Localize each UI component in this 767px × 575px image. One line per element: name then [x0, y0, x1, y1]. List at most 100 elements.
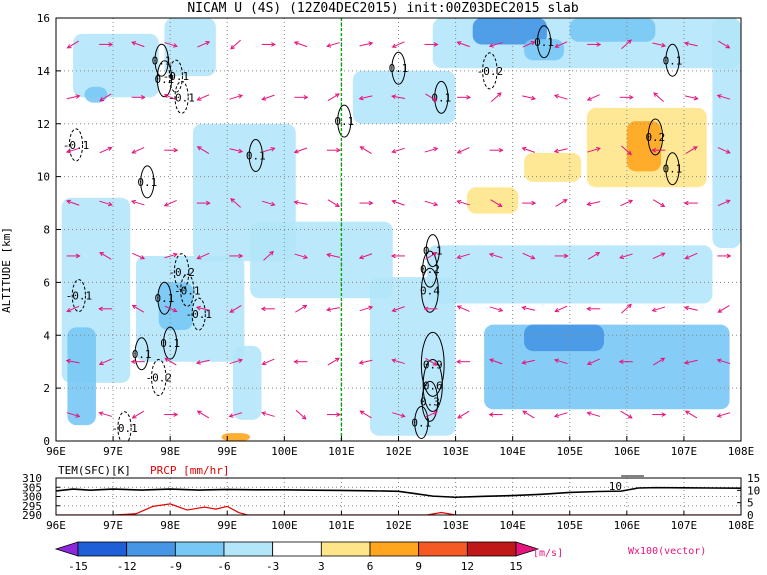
- w-contour-line: [665, 152, 680, 186]
- wind-vector-head: [368, 200, 374, 206]
- wind-vector-head: [302, 304, 308, 310]
- w-contour-line: [151, 359, 167, 397]
- wind-vector: [717, 147, 731, 154]
- wind-vector-head: [627, 414, 633, 419]
- wind-vector-head: [596, 42, 602, 47]
- w-contour-label: 0.2: [420, 263, 440, 276]
- wind-vector: [490, 199, 502, 207]
- u-shade-region: [221, 433, 251, 441]
- wind-vector-head: [75, 413, 81, 418]
- wind-vector: [230, 198, 241, 208]
- w-contour-label: 0.1: [431, 91, 451, 104]
- wind-vector-head: [553, 94, 559, 99]
- wind-vector-head: [456, 199, 462, 205]
- w-contour-line: [174, 80, 189, 114]
- precip-axis-label: PRCP [mm/hr]: [150, 464, 229, 477]
- wind-vector: [66, 95, 80, 100]
- wind-vector-head: [433, 201, 439, 207]
- x-tick-label: 96E: [46, 445, 66, 458]
- wind-vector: [229, 148, 243, 153]
- wind-vectors: [65, 39, 732, 420]
- wind-vector-head: [303, 94, 309, 100]
- wind-vector: [66, 412, 80, 417]
- wind-vector-head: [334, 202, 340, 207]
- wind-vector-head: [725, 149, 731, 154]
- wind-vector: [197, 94, 210, 101]
- w-contour-line: [71, 279, 86, 313]
- colorbar-label: -12: [117, 560, 137, 573]
- w-contour-label: 0.1: [160, 337, 180, 350]
- wind-vector: [684, 95, 698, 100]
- wind-vector-head: [661, 42, 667, 48]
- colorbar-boxes: [54, 541, 540, 557]
- wind-vector-head: [75, 253, 81, 259]
- wind-vector-head: [496, 92, 502, 97]
- wind-vector-head: [358, 95, 364, 101]
- wind-vector: [621, 145, 632, 155]
- u-shade-region: [626, 121, 662, 172]
- wind-vector-head: [293, 359, 299, 365]
- wind-vector-head: [400, 413, 406, 418]
- w-contour-label: -0.1: [168, 91, 195, 104]
- wind-vector-head: [692, 146, 698, 151]
- wind-vector-head: [725, 199, 731, 204]
- wind-vector-head: [270, 147, 276, 152]
- wind-vector: [262, 94, 275, 100]
- u-shade-region: [250, 221, 393, 299]
- wind-vector-head: [206, 200, 211, 206]
- surface-temp-line: [56, 486, 741, 499]
- wind-vector: [554, 148, 568, 153]
- w-contour-line: [536, 25, 552, 59]
- wind-vector-head: [108, 42, 114, 47]
- wind-vector-head: [627, 150, 632, 156]
- wind-vector-head: [99, 96, 105, 102]
- wind-vector-head: [65, 358, 71, 364]
- wind-vector-head: [586, 201, 592, 207]
- w-contour-label: 0.2: [155, 73, 175, 86]
- wind-vector: [197, 146, 210, 154]
- wind-vector-head: [391, 43, 397, 48]
- w-contour-label: 0.1: [246, 149, 266, 162]
- wind-vector: [652, 252, 665, 260]
- colorbar-unit: [m/s]: [533, 548, 563, 559]
- wind-vector: [359, 253, 373, 259]
- wind-vector-head: [130, 359, 136, 365]
- w-contour-label: -0.1: [111, 422, 138, 435]
- wind-vector: [424, 147, 438, 153]
- chart-title: NICAM U (4S) (12Z04DEC2015) init:00Z03DE…: [187, 1, 579, 16]
- w-contour-label: -0.2: [168, 266, 195, 279]
- wind-vector: [717, 359, 731, 365]
- wind-vector-head: [522, 410, 528, 415]
- wind-vector: [229, 412, 243, 417]
- wind-vector: [359, 306, 373, 312]
- surface-x-tick-label: 100E: [271, 519, 298, 532]
- w-contour-line: [156, 60, 173, 98]
- wind-vector-head: [433, 42, 439, 47]
- wind-vector-head: [660, 202, 666, 207]
- wind-vector: [489, 42, 503, 47]
- colorbar-box: [272, 541, 322, 557]
- wind-vector-head: [368, 41, 374, 47]
- wind-vector: [261, 412, 275, 417]
- wind-vector-head: [131, 41, 137, 46]
- wind-vector: [653, 92, 664, 103]
- wind-vector-head: [531, 95, 537, 101]
- wind-vector: [717, 94, 731, 100]
- surface-x-tick-label: 105E: [557, 519, 584, 532]
- wind-vector: [392, 95, 405, 99]
- wind-vector-head: [261, 96, 267, 101]
- wind-vector-head: [562, 199, 568, 204]
- w-contour-label: -0.1: [163, 70, 190, 83]
- wind-vector: [621, 39, 632, 50]
- surface-annotation: 10: [609, 480, 622, 493]
- wind-vector-head: [466, 94, 472, 100]
- w-contour-label: -0.2: [146, 372, 173, 385]
- u-wind-shading: [61, 18, 741, 441]
- wind-vector: [392, 200, 405, 206]
- wind-vector: [261, 200, 275, 206]
- wind-vector-head: [586, 360, 592, 366]
- wind-vector-head: [726, 253, 732, 259]
- wind-vector: [327, 93, 340, 102]
- w-contour-line: [168, 59, 183, 93]
- wind-vector-head: [66, 44, 72, 49]
